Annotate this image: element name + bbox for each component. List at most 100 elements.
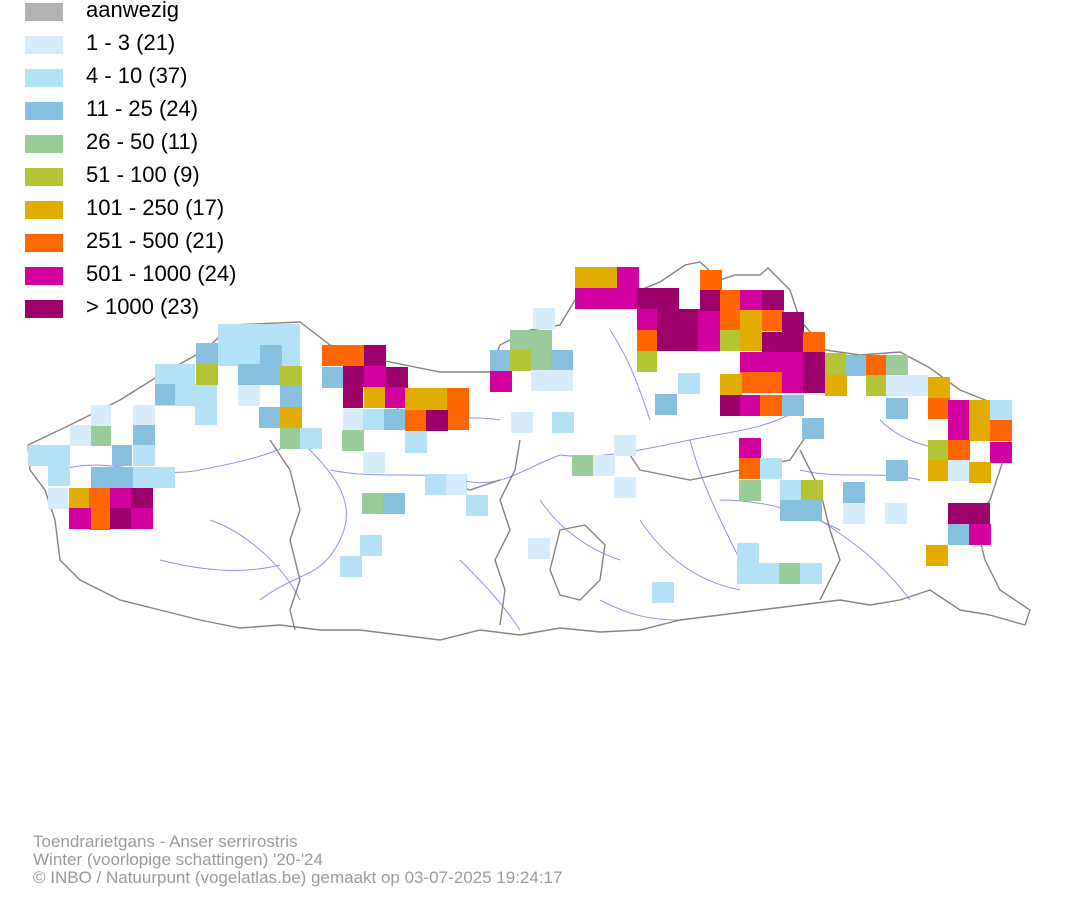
legend-label: 251 - 500 (21) — [86, 228, 225, 253]
atlas-square — [133, 405, 155, 426]
atlas-square — [551, 350, 573, 371]
atlas-square — [614, 435, 636, 456]
legend-label: 11 - 25 (24) — [86, 96, 199, 121]
atlas-square — [490, 371, 512, 392]
atlas-square — [89, 488, 111, 530]
atlas-square — [803, 352, 825, 373]
atlas-square — [91, 425, 111, 446]
atlas-square — [175, 384, 217, 405]
atlas-square — [760, 395, 782, 416]
map-credits: Toendrarietgans - Anser serrirostris Win… — [33, 833, 562, 887]
species-name: Toendrarietgans - Anser serrirostris — [33, 832, 298, 851]
atlas-square — [447, 388, 469, 430]
atlas-square — [196, 343, 218, 364]
legend-swatch — [25, 69, 63, 87]
atlas-square — [637, 288, 679, 309]
atlas-square — [531, 350, 553, 371]
atlas-square — [155, 384, 175, 405]
season-period: Winter (voorlopige schattingen) '20-'24 — [33, 850, 323, 869]
legend-label: aanwezig — [86, 0, 179, 22]
legend-swatch — [25, 135, 63, 153]
copyright-line: © INBO / Natuurpunt (vogelatlas.be) gema… — [33, 868, 563, 887]
atlas-square — [740, 372, 782, 393]
atlas-square — [280, 366, 302, 387]
atlas-square — [782, 312, 804, 333]
atlas-square — [446, 474, 466, 495]
legend-label: 26 - 50 (11) — [86, 129, 199, 154]
atlas-square — [825, 353, 847, 375]
atlas-square — [760, 458, 782, 479]
atlas-square — [782, 395, 804, 416]
atlas-square — [343, 409, 363, 430]
atlas-square — [69, 508, 91, 529]
atlas-square — [426, 410, 448, 431]
atlas-square — [405, 410, 427, 431]
atlas-square — [196, 364, 218, 385]
atlas-square — [490, 350, 512, 371]
atlas-square — [280, 407, 302, 428]
atlas-square — [405, 432, 427, 453]
atlas-square — [762, 332, 804, 353]
atlas-square — [575, 288, 637, 309]
atlas-square — [740, 310, 762, 331]
atlas-square — [926, 545, 948, 566]
atlas-square — [739, 438, 761, 459]
atlas-square — [655, 394, 677, 415]
atlas-square — [740, 290, 762, 311]
atlas-square — [510, 350, 532, 371]
atlas-square — [384, 409, 406, 430]
atlas-square — [700, 270, 722, 291]
atlas-square — [843, 503, 865, 524]
atlas-square — [885, 503, 907, 524]
atlas-square — [948, 440, 970, 461]
atlas-square — [593, 455, 615, 476]
atlas-square — [112, 445, 132, 466]
atlas-square — [802, 418, 824, 439]
atlas-square — [780, 500, 822, 521]
atlas-square — [91, 405, 111, 426]
atlas-square — [362, 493, 384, 514]
atlas-square — [342, 430, 364, 451]
atlas-square — [91, 467, 133, 488]
atlas-square — [990, 400, 1012, 421]
legend-label: 101 - 250 (17) — [86, 195, 225, 220]
atlas-square — [780, 480, 802, 501]
legend-swatch — [25, 36, 63, 54]
legend-label: > 1000 (23) — [86, 294, 200, 319]
atlas-square — [364, 345, 386, 366]
atlas-square — [617, 267, 639, 288]
atlas-square — [720, 310, 742, 331]
atlas-square — [737, 563, 779, 584]
atlas-square — [48, 488, 68, 509]
atlas-square — [928, 377, 950, 398]
atlas-square — [69, 488, 91, 509]
atlas-square — [720, 290, 742, 311]
atlas-square — [360, 535, 382, 556]
atlas-square — [720, 374, 742, 395]
atlas-square — [133, 425, 155, 446]
atlas-square — [133, 467, 175, 488]
legend-swatch — [25, 201, 63, 219]
atlas-square — [990, 420, 1012, 441]
atlas-square — [218, 324, 300, 366]
atlas-square — [969, 400, 991, 421]
brussels-border — [549, 524, 606, 601]
atlas-square — [552, 412, 574, 433]
atlas-square — [928, 460, 950, 481]
atlas-square — [779, 563, 801, 584]
atlas-square — [762, 290, 784, 311]
atlas-square — [364, 366, 386, 387]
atlas-square — [886, 460, 908, 481]
atlas-square — [948, 400, 970, 442]
atlas-square — [657, 309, 699, 351]
atlas-square — [803, 332, 825, 353]
atlas-square — [740, 395, 762, 416]
atlas-square — [614, 477, 636, 498]
atlas-square — [969, 524, 991, 545]
atlas-square — [948, 503, 990, 524]
atlas-square — [405, 388, 447, 410]
atlas-square — [238, 364, 280, 385]
atlas-square — [720, 395, 742, 416]
atlas-square — [385, 387, 407, 408]
atlas-square — [740, 330, 762, 351]
